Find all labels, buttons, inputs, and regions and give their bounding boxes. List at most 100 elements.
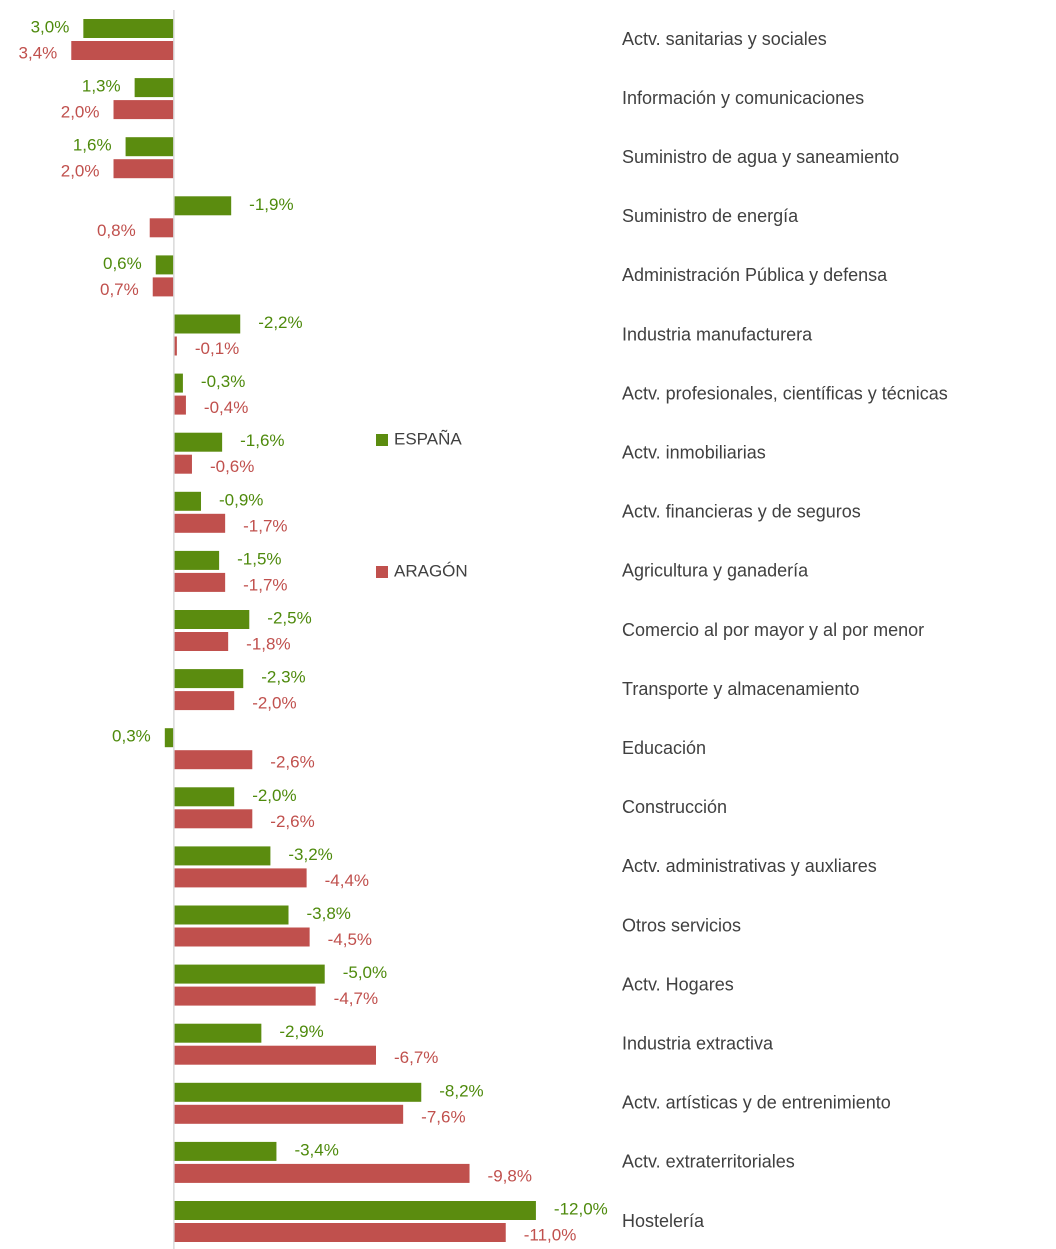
value-label: -12,0% [554,1199,608,1218]
category-label: Transporte y almacenamiento [622,679,859,699]
value-label: -0,3% [201,372,245,391]
bar [173,787,235,807]
category-label: Actv. inmobiliarias [622,442,766,462]
bar [173,550,220,570]
value-label: -1,9% [249,195,293,214]
bar [173,927,310,947]
value-label: 0,3% [112,727,151,746]
category-label: Suministro de agua y saneamiento [622,147,899,167]
value-label: -5,0% [343,963,387,982]
bar [173,691,235,711]
bar [173,1045,377,1065]
value-label: -3,4% [294,1140,338,1159]
category-label: Educación [622,738,706,758]
value-label: -2,2% [258,313,302,332]
category-label: Actv. artísticas y de entrenimiento [622,1093,891,1113]
category-label: Actv. administrativas y auxliares [622,856,877,876]
value-label: 2,0% [61,103,100,122]
bar [152,277,174,297]
bar [173,809,253,829]
legend-swatch [376,434,388,446]
category-label: Administración Pública y defensa [622,265,888,285]
value-label: -3,8% [307,904,351,923]
bar [173,1082,422,1102]
category-label: Información y comunicaciones [622,88,864,108]
value-label: 1,6% [73,136,112,155]
value-label: -0,9% [219,490,263,509]
bar [173,336,177,356]
bar [149,218,174,238]
bar [173,1023,262,1043]
bar [173,454,192,474]
value-label: -1,7% [243,575,287,594]
category-label: Construcción [622,797,727,817]
value-label: 3,4% [19,43,58,62]
bar [173,964,325,984]
category-label: Actv. profesionales, científicas y técni… [622,383,948,403]
bar [113,159,174,179]
value-label: -4,4% [325,871,369,890]
category-label: Industria extractiva [622,1033,774,1053]
value-label: -2,6% [270,812,314,831]
value-label: 3,0% [31,17,70,36]
value-label: -2,5% [267,608,311,627]
category-label: Actv. sanitarias y sociales [622,29,827,49]
value-label: -1,6% [240,431,284,450]
value-label: -0,4% [204,398,248,417]
bar [83,19,174,38]
value-label: 0,8% [97,221,136,240]
value-label: 0,6% [103,254,142,273]
bar [173,868,307,888]
value-label: -9,8% [488,1166,532,1185]
bar [173,986,316,1006]
value-label: -2,6% [270,753,314,772]
bar [173,196,232,216]
value-label: 2,0% [61,162,100,181]
bar [173,1223,506,1242]
value-label: -1,8% [246,634,290,653]
value-label: -1,7% [243,516,287,535]
bar [173,373,183,393]
category-label: Agricultura y ganadería [622,561,809,581]
value-label: -11,0% [524,1225,577,1244]
legend-label: ARAGÓN [394,561,468,580]
bar [173,491,202,511]
bar [125,137,174,157]
bar [134,78,174,98]
bar [173,314,241,334]
bar [173,395,186,415]
value-label: -4,5% [328,930,372,949]
category-label: Actv. extraterritoriales [622,1152,795,1172]
value-label: 1,3% [82,77,121,96]
bar [155,255,174,275]
category-label: Actv. Hogares [622,974,734,994]
bar [173,1201,536,1220]
value-label: -2,9% [279,1022,323,1041]
bar [173,632,229,651]
category-label: Hostelería [622,1211,705,1231]
bar [173,1104,404,1124]
bar [113,100,174,120]
value-label: -3,2% [288,845,332,864]
bar [173,669,244,689]
legend-swatch [376,566,388,578]
category-label: Otros servicios [622,915,741,935]
category-label: Actv. financieras y de seguros [622,502,861,522]
category-label: Comercio al por mayor y al por menor [622,620,924,640]
bar [173,432,223,452]
value-label: -0,1% [195,339,239,358]
bar [173,846,271,866]
bar [173,513,226,533]
bar [173,1163,470,1183]
legend-label: ESPAÑA [394,429,462,448]
value-label: -0,6% [210,457,254,476]
bar [71,41,174,60]
bar [173,572,226,592]
category-label: Suministro de energía [622,206,799,226]
value-label: -2,3% [261,668,305,687]
bar [173,1141,277,1161]
bar [173,610,250,629]
value-label: -6,7% [394,1048,438,1067]
value-label: 0,7% [100,280,139,299]
